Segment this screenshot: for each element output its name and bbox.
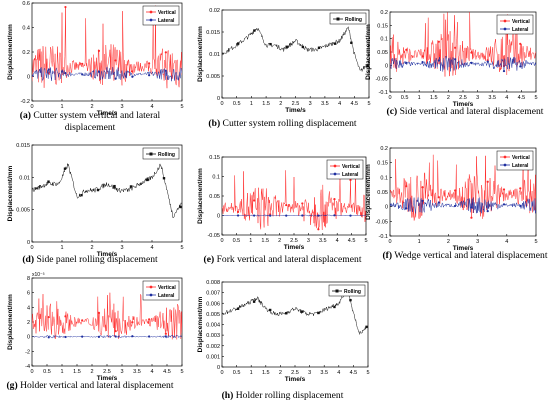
y-tick-label: 0.006 [206, 301, 220, 307]
series-marker [253, 300, 255, 302]
y-tick-label: 0.002 [206, 344, 220, 350]
series-marker [317, 312, 319, 314]
caption-letter: (h) [222, 390, 234, 401]
series-marker [349, 299, 351, 301]
x-tick-label: 3 [308, 370, 311, 376]
x-axis-label: Time/s [285, 376, 306, 383]
series-marker [333, 306, 335, 308]
y-tick-label: 0.007 [206, 291, 220, 297]
series-marker [237, 308, 239, 310]
series-marker [301, 310, 303, 312]
x-tick-label: 0 [220, 370, 223, 376]
x-tick-label: 5 [366, 370, 369, 376]
legend-label: Rolling [344, 289, 361, 295]
y-tick-label: 0.008 [206, 280, 220, 286]
x-tick-label: 2 [279, 370, 282, 376]
series-marker [285, 312, 287, 314]
legend-marker [336, 290, 339, 293]
x-tick-label: 3.5 [320, 370, 328, 376]
y-axis-label: Displacement/mm [197, 296, 204, 352]
series-marker [269, 309, 271, 311]
caption-h: (h) Holder rolling displacement [190, 390, 375, 402]
x-tick-label: 4 [337, 370, 340, 376]
y-tick-label: 0.003 [206, 333, 220, 339]
caption-text: Holder rolling displacement [233, 390, 343, 401]
x-tick-label: 4.5 [350, 370, 358, 376]
y-tick-label: 0.005 [206, 312, 220, 318]
x-tick-label: 1.5 [262, 370, 270, 376]
y-tick-label: 0.004 [206, 323, 220, 329]
x-tick-label: 1 [250, 370, 253, 376]
series-marker [365, 326, 367, 328]
y-tick-label: 0.001 [206, 354, 220, 360]
x-tick-label: 0.5 [233, 370, 241, 376]
